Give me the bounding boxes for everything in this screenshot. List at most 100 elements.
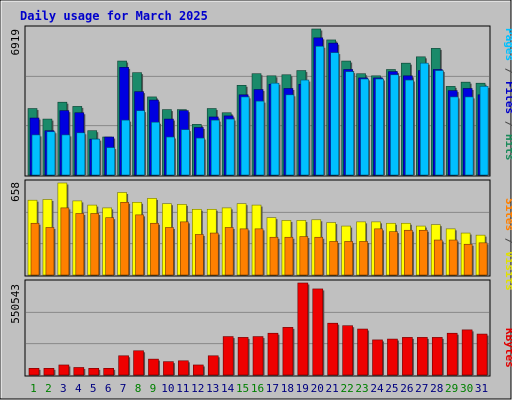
x-tick-label: 29 [445,382,458,395]
bar-kbytes [446,332,458,376]
bar-kbytes [178,360,189,376]
bar-pages [181,129,190,176]
bar-pages [300,79,310,176]
bar-kbytes [342,325,353,376]
bar-pages [270,82,280,176]
bar-pages [464,96,474,176]
bar-sites [120,201,129,276]
legend-entry: Sites [503,198,512,231]
bar-pages [345,71,354,176]
bar-kbytes [267,332,279,376]
bar-pages [136,110,145,176]
bar-kbytes [28,368,40,376]
x-tick-label: 8 [135,382,142,395]
x-tick-label: 21 [326,382,339,395]
bar-kbytes [297,282,309,376]
x-tick-label: 7 [120,382,127,395]
bar-sites [224,227,234,276]
bar-kbytes [118,355,129,376]
bar-kbytes [357,328,368,376]
bar-pages [434,70,444,176]
legend-entry: Hits [503,134,512,161]
legend-entry: Visits [503,251,512,291]
x-tick-label: 1 [30,382,37,395]
bar-sites [75,213,85,276]
bar-pages [330,52,340,176]
bar-sites [299,236,309,276]
panel-bottom: 550543 KBytes [9,279,512,377]
bar-pages [166,136,175,176]
x-tick-label: 12 [191,382,204,395]
bar-pages [151,121,160,176]
bar-kbytes [58,364,70,376]
x-tick-label: 5 [90,382,97,395]
bar-sites [389,231,398,276]
bar-pages [61,134,71,176]
bar-sites [105,217,114,276]
bar-sites [448,239,458,276]
bar-kbytes [207,355,219,376]
panel-bottom-max-label: 550543 [9,284,22,324]
panel-middle-legend: Sites / Visits [503,198,512,291]
bar-pages [195,137,205,176]
bar-pages [240,96,250,176]
x-tick-label: 22 [340,382,353,395]
x-tick-label: 9 [150,382,157,395]
bar-kbytes [252,336,264,376]
bar-pages [210,119,220,176]
x-tick-label: 23 [355,382,368,395]
panel-middle: 658 Sites / Visits [9,179,512,291]
bar-sites [314,236,324,276]
x-tick-label: 26 [400,382,413,395]
bar-sites [194,234,204,276]
bar-sites [239,228,249,276]
x-tick-label: 18 [281,382,294,395]
bar-pages [449,96,459,176]
bar-pages [31,134,41,176]
bar-sites [284,236,294,276]
bar-pages [225,118,235,176]
bar-kbytes [282,327,294,376]
x-tick-label: 20 [311,382,324,395]
x-tick-label: 19 [296,382,309,395]
x-tick-label: 27 [415,382,428,395]
x-tick-label: 15 [236,382,249,395]
x-tick-label: 10 [161,382,174,395]
x-tick-label: 24 [370,382,384,395]
bar-kbytes [237,337,249,376]
x-tick-label: 14 [221,382,235,395]
bar-sites [463,243,473,276]
legend-entry: / [503,114,512,134]
panel-bottom-legend: KBytes [503,328,512,368]
legend-entry: Pages [503,28,512,61]
bar-pages [91,138,101,176]
chart-title: Daily usage for March 2025 [20,9,208,23]
bar-sites [45,227,55,276]
bar-sites [135,214,144,276]
bar-sites [478,242,488,276]
x-tick-label: 30 [460,382,473,395]
bar-pages [255,100,265,176]
bar-kbytes [312,288,324,376]
bar-pages [390,74,399,176]
bar-kbytes [148,358,159,376]
x-tick-label: 31 [475,382,488,395]
bar-pages [121,119,130,176]
bar-kbytes [192,364,204,376]
bar-sites [374,228,383,276]
panel-top-bars [27,28,490,176]
bar-pages [420,62,429,176]
legend-entry: / [503,231,512,251]
legend-entry: Files [503,81,512,114]
bar-sites [150,222,159,276]
x-axis-day-labels: 1 2 3 4 5 6 7 8 9 10 11 12 13 14 15 16 17 18 19 20 21 22 23 24 2… [30,382,488,395]
bar-sites [359,241,368,276]
bar-kbytes [222,336,234,376]
bar-sites [269,236,279,276]
bar-sites [419,229,428,276]
x-tick-label: 16 [251,382,264,395]
legend-entry: / [503,61,512,81]
bar-pages [76,132,86,176]
bar-kbytes [461,329,473,376]
